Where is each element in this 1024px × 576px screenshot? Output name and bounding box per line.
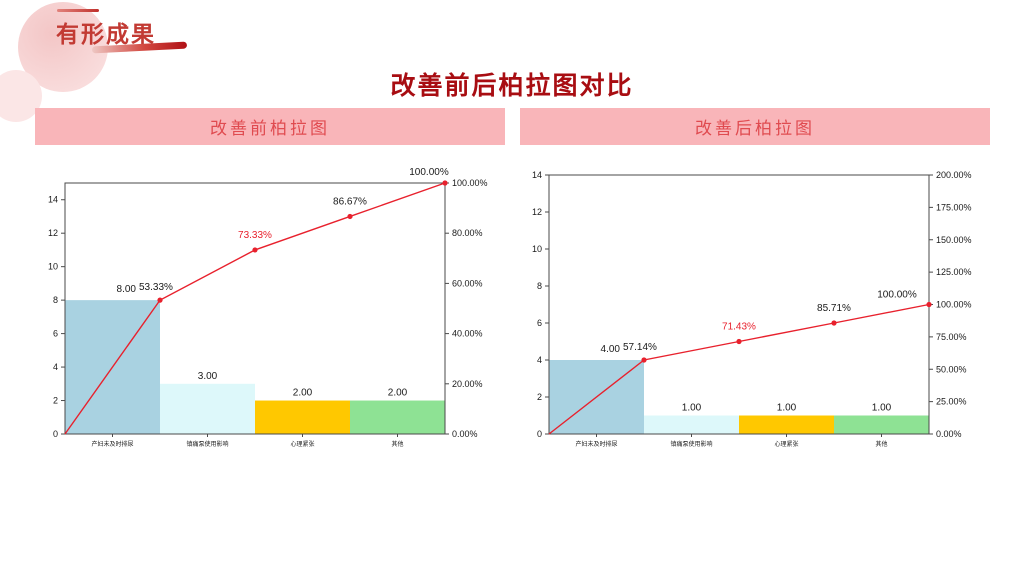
right-axis-tick-label: 50.00% [936,364,967,374]
right-axis-tick-label: 0.00% [936,429,962,439]
cumulative-point-marker [926,301,932,308]
cumulative-point-marker [736,338,742,345]
right-axis-tick-label: 200.00% [936,170,972,180]
section-title: 有形成果 [56,21,156,47]
cumulative-point-marker [641,357,647,363]
left-axis-tick-label: 8 [537,281,542,291]
cumulative-point-marker [347,213,353,220]
cumulative-point-marker [442,180,448,186]
left-axis-tick-label: 0 [537,429,542,439]
right-axis-tick-label: 175.00% [936,202,972,212]
panel-header-after: 改善后柏拉图 [520,108,990,145]
cumulative-percent-label: 57.14% [623,342,657,353]
left-axis-tick-label: 12 [532,207,542,217]
left-axis-tick-label: 8 [53,295,58,305]
pareto-bar [739,415,834,434]
pareto-bar [160,383,255,434]
left-axis-tick-label: 14 [48,195,58,205]
cumulative-percent-label: 53.33% [139,282,173,293]
pareto-chart-before: 0 2 4 6 8 10 12 14 0.00% 20.00% 40.00% 60.00% 80.00%… [48,167,488,448]
category-label: 其他 [875,440,887,448]
bar-value-label: 1.00 [682,403,702,414]
right-axis-tick-label: 150.00% [936,235,972,245]
cumulative-percent-label: 100.00% [409,167,449,178]
cumulative-percent-label: 100.00% [877,290,917,301]
cumulative-percent-label: 73.33% [238,230,272,241]
left-axis-tick-label: 0 [53,429,58,439]
first-bar-value-label: 8.00 [117,284,137,295]
left-axis-tick-label: 6 [537,318,542,328]
cumulative-point-marker [831,320,837,326]
right-axis-tick-label: 25.00% [936,397,967,407]
bar-value-label: 1.00 [872,403,892,414]
category-label: 镇痛泵使用影响 [670,440,712,448]
pareto-chart-after: 0 2 4 6 8 10 12 14 0.00% 25.00% 50.00% 75.00% 100.00… [532,170,972,448]
cumulative-point-marker [157,297,163,303]
left-axis-tick-label: 14 [532,170,542,180]
left-axis-tick-label: 2 [53,396,58,406]
right-axis-tick-label: 60.00% [452,278,483,288]
left-axis-tick-label: 2 [537,392,542,402]
bar-value-label: 1.00 [777,403,797,414]
cumulative-percent-label: 86.67% [333,196,367,207]
cumulative-percent-label: 71.43% [722,322,756,333]
right-axis-tick-label: 125.00% [936,267,972,277]
left-axis-tick-label: 4 [53,362,58,372]
bar-value-label: 3.00 [198,371,218,382]
category-label: 其他 [391,440,403,448]
left-axis-tick-label: 12 [48,228,58,238]
right-axis-tick-label: 75.00% [936,332,967,342]
category-label: 心理紧张 [774,440,798,448]
first-bar-value-label: 4.00 [601,344,621,355]
pareto-bar [644,415,739,434]
left-axis-tick-label: 4 [537,355,542,365]
right-axis-tick-label: 100.00% [936,300,972,310]
right-axis-tick-label: 100.00% [452,178,488,188]
left-axis-tick-label: 10 [48,262,58,272]
right-axis-tick-label: 40.00% [452,329,483,339]
category-label: 镇痛泵使用影响 [186,440,228,448]
page-title: 改善前后柏拉图对比 [390,72,634,100]
bar-value-label: 2.00 [293,388,313,399]
pareto-bar [350,400,445,434]
cumulative-point-marker [252,247,258,253]
pareto-bar [834,415,929,434]
left-axis-tick-label: 10 [532,244,542,254]
plot-frame [64,182,446,435]
category-label: 产妇未及时排尿 [91,440,133,448]
right-axis-tick-label: 0.00% [452,429,478,439]
panel-header-before: 改善前柏拉图 [35,108,505,145]
left-axis-tick-label: 6 [53,329,58,339]
pareto-bar [255,400,350,434]
category-label: 产妇未及时排尿 [575,440,617,448]
cumulative-percent-label: 85.71% [817,303,851,314]
accent-line [57,9,99,12]
right-axis-tick-label: 20.00% [452,379,483,389]
right-axis-tick-label: 80.00% [452,228,483,238]
category-label: 心理紧张 [290,440,314,448]
bar-value-label: 2.00 [388,388,408,399]
